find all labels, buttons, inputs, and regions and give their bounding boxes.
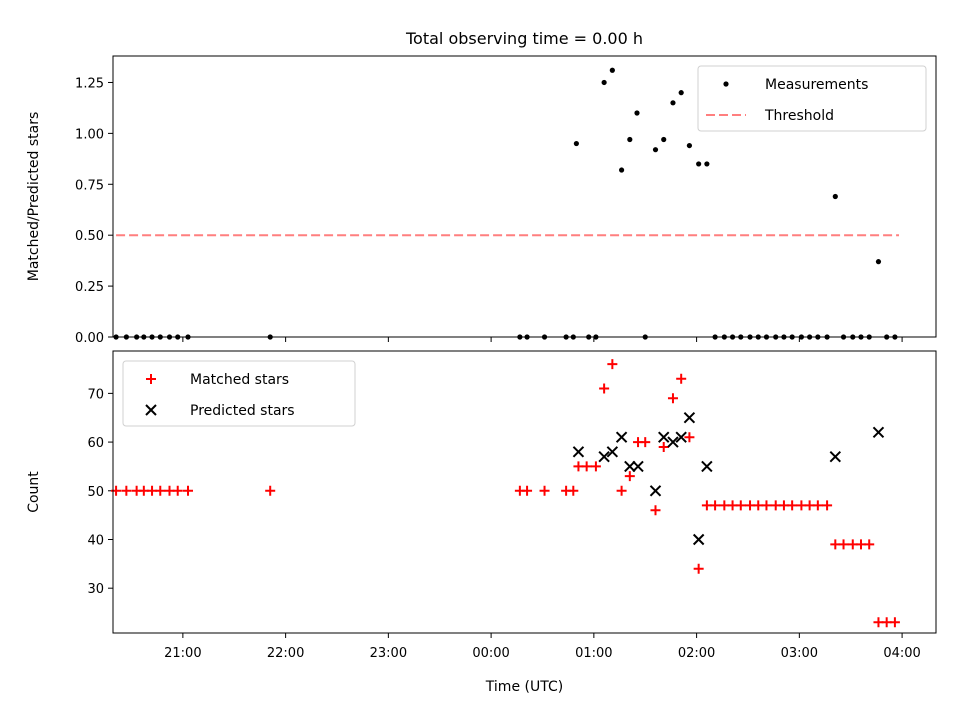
matched-stars-legend-marker (146, 374, 156, 384)
y-tick-label: 70 (87, 387, 104, 402)
y-tick-label: 50 (87, 485, 104, 500)
x-tick-label: 04:00 (883, 646, 920, 661)
matched-stars-point (684, 432, 695, 443)
predicted-stars-point (675, 431, 687, 443)
predicted-stars-point (701, 460, 713, 473)
measurements-point (618, 167, 625, 173)
matched-stars-point (172, 485, 183, 496)
legend: Measurements Threshold (697, 65, 927, 132)
predicted-stars-point (683, 412, 696, 424)
matched-stars-point (822, 500, 833, 511)
predicted-stars-point (598, 450, 610, 463)
matched-stars-point (121, 485, 132, 496)
x-tick-label: 22:00 (267, 646, 304, 661)
matched-stars-point (787, 500, 798, 511)
predicted-stars-point (692, 533, 705, 546)
y-tick-label: 0.25 (75, 280, 104, 295)
x-tick-label: 00:00 (472, 646, 509, 661)
y-tick-label: 0.75 (75, 178, 104, 193)
matched-stars-point (676, 373, 687, 384)
x-tick-label: 03:00 (781, 646, 818, 661)
measurements-point (678, 90, 684, 96)
x-axis-label: Time (UTC) (485, 679, 563, 695)
predicted-stars-point (624, 460, 636, 473)
chart-title: Total observing time = 0.00 h (405, 29, 643, 48)
measurements-point (652, 147, 659, 153)
measurements-legend-marker (723, 81, 729, 87)
measurements-point (686, 142, 693, 149)
matched-stars-point (812, 500, 823, 511)
legend-box (122, 360, 356, 427)
matched-stars-point (539, 485, 550, 496)
y-tick-label: 1.25 (75, 76, 104, 91)
count-panel: 21:00 22:00 23:00 00:00 01:00 02:00 03:00 04:00… (26, 350, 937, 695)
matched-stars-point (864, 539, 875, 550)
matched-stars-point (889, 617, 900, 628)
measurements-point (601, 79, 607, 86)
matched-stars-point (658, 441, 669, 452)
measurements-point (627, 136, 633, 143)
measurements-legend-label: Measurements (765, 77, 868, 93)
matched-stars-point (693, 563, 704, 574)
x-tick-label: 21:00 (164, 646, 201, 661)
predicted-stars-point (606, 446, 619, 458)
y-tick-label: 60 (87, 436, 104, 451)
predicted-stars-point (572, 446, 585, 458)
x-tick-label: 23:00 (370, 646, 407, 661)
predicted-stars-point (615, 431, 628, 443)
predicted-stars-point (829, 450, 842, 463)
ratio-panel: Total observing time = 0.00 h 0.00 0.25 0.5… (26, 29, 937, 346)
y-tick-label: 40 (87, 533, 104, 548)
predicted-stars-point (649, 485, 662, 497)
matched-stars-point (183, 485, 194, 496)
matched-stars-legend-label: Matched stars (190, 372, 289, 388)
matched-stars-point (640, 437, 651, 448)
x-tick-label: 02:00 (678, 646, 715, 661)
legend: Matched stars Predicted stars (122, 360, 356, 427)
predicted-stars-point (667, 436, 679, 448)
matched-stars-point (568, 485, 579, 496)
measurements-point (832, 193, 838, 200)
matched-stars-point (710, 500, 721, 511)
matched-stars-point (581, 461, 592, 472)
y-tick-label: 0.00 (75, 331, 104, 346)
measurements-point (634, 110, 640, 116)
measurements-point (661, 136, 667, 143)
plot-frame (112, 350, 937, 634)
predicted-stars-legend-label: Predicted stars (190, 403, 295, 419)
matched-stars-point (667, 393, 678, 404)
legend-box (697, 65, 927, 132)
measurements-point (573, 140, 579, 147)
matched-stars-point (522, 485, 533, 496)
y-tick-label: 1.00 (75, 127, 104, 142)
matched-stars-point (265, 485, 276, 496)
plot-frame (112, 55, 937, 338)
y-tick-label: 0.50 (75, 229, 104, 244)
matched-stars-point (590, 461, 601, 472)
y-axis-label: Count (26, 471, 42, 513)
predicted-stars-point (872, 426, 885, 439)
measurements-point (696, 161, 702, 167)
matched-stars-point (650, 505, 661, 516)
threshold-legend-label: Threshold (764, 108, 834, 124)
measurements-point (875, 259, 882, 265)
matched-stars-point (735, 500, 746, 511)
matched-stars-point (599, 383, 610, 394)
matched-stars-point (624, 471, 635, 482)
matched-stars-point (761, 500, 772, 511)
y-axis-label: Matched/Predicted stars (26, 112, 42, 282)
predicted-stars-point (658, 431, 670, 443)
measurements-point (704, 161, 710, 167)
predicted-stars-legend-marker (145, 404, 157, 416)
measurements-point (609, 67, 615, 73)
y-tick-label: 30 (87, 582, 104, 597)
matched-stars-point (607, 359, 618, 370)
measurements-point (670, 100, 676, 106)
matched-stars-point (838, 539, 849, 550)
x-tick-label: 01:00 (575, 646, 612, 661)
matched-stars-point (155, 485, 166, 496)
predicted-stars-point (632, 460, 644, 473)
matched-stars-point (616, 485, 627, 496)
